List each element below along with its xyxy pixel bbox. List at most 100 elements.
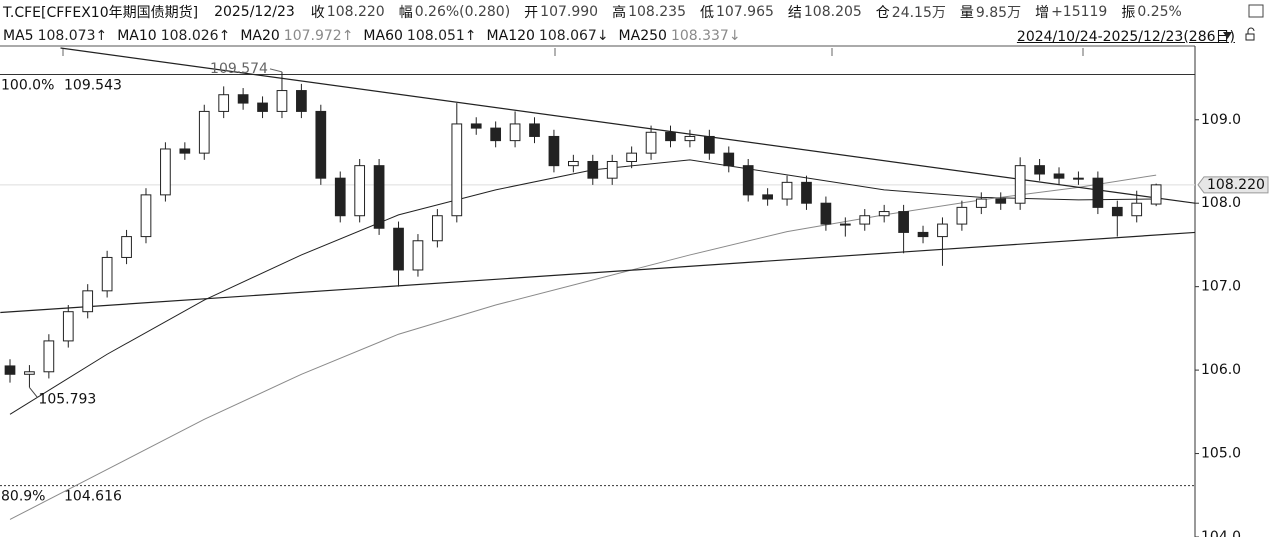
y-tick-label: 108.0 (1201, 195, 1241, 211)
ma-value: 108.051↑ (406, 28, 477, 44)
trendline (60, 47, 1196, 204)
trendline (0, 231, 1196, 314)
low-label: 105.793 (38, 391, 96, 407)
y-tick-label: 104.0 (1201, 529, 1241, 537)
field-label: 高 (612, 5, 627, 21)
candle-body (684, 135, 696, 142)
last-price-label: 108.220 (1207, 177, 1265, 193)
candle-body (548, 135, 560, 167)
ma-name: MA60 (363, 28, 403, 44)
candle-body (101, 256, 113, 292)
ma-name: MA10 (117, 28, 157, 44)
candle-body (432, 215, 443, 242)
candle-body (1150, 184, 1162, 205)
candle-body (1131, 202, 1143, 217)
ma-legend: MA5 108.073↑ MA10 108.026↑ MA20 107.972↑ MA60 1… (3, 26, 1269, 46)
candle-body (703, 135, 715, 154)
date-range[interactable]: 2024/10/24-2025/12/23(286日) (1016, 29, 1235, 45)
last-price-box (1197, 176, 1269, 194)
candle-body (470, 123, 482, 129)
field-label: 仓 (875, 5, 890, 21)
candle-body (62, 311, 74, 342)
candle-body (781, 181, 793, 200)
field-value: 9.85万 (975, 5, 1022, 21)
candle-body (140, 194, 152, 238)
field-label: 量 (959, 5, 974, 21)
candle-body (937, 223, 948, 238)
candle-body (1034, 165, 1045, 175)
candle-body (1111, 206, 1123, 217)
candle-body (82, 290, 94, 313)
candle-body (762, 194, 773, 200)
ma-name: MA20 (240, 28, 280, 44)
field-label: 结 (787, 5, 802, 21)
candle-body (917, 231, 929, 238)
candle-body (276, 90, 288, 112)
date: 2025/12/23 (214, 4, 295, 20)
candle-body (801, 181, 812, 204)
toolbar-icons[interactable] (1223, 4, 1264, 41)
y-tick-label: 107.0 (1201, 279, 1241, 295)
high-leader (269, 68, 283, 73)
field-label: 振 (1121, 5, 1136, 21)
low-leader (29, 387, 38, 398)
candle-body (218, 94, 230, 112)
candle-body (606, 160, 618, 179)
field-value: +15119 (1051, 4, 1108, 20)
ma-line (9, 159, 1157, 415)
candle-body (198, 110, 210, 154)
field-label: 低 (699, 5, 714, 21)
ma-value: 108.067↓ (538, 28, 609, 44)
candle-body (257, 102, 268, 112)
candle-body (1014, 165, 1026, 204)
candle-body (24, 371, 35, 375)
level-value: 109.543 (64, 77, 122, 93)
candle-body (975, 198, 987, 208)
candle-body (412, 240, 424, 271)
candle-body (393, 227, 404, 271)
candle-body (160, 148, 171, 196)
ma-value: 108.337↓ (670, 28, 741, 44)
candle-body (742, 165, 754, 196)
high-label: 109.574 (210, 61, 268, 77)
dropdown-icon[interactable] (1223, 32, 1232, 39)
candle-body (820, 202, 832, 225)
y-tick-label: 106.0 (1201, 362, 1241, 378)
candle-body (587, 160, 599, 179)
candle-body (995, 198, 1007, 204)
candle-body (898, 211, 909, 233)
wp-icon[interactable] (1248, 4, 1264, 18)
field-label: 收 (310, 5, 325, 21)
field-label: 开 (524, 5, 539, 21)
field-value: 0.25% (1137, 4, 1182, 20)
candle-body (956, 206, 968, 225)
candle-body (237, 94, 249, 104)
last-price-tag: 108.220 (1197, 176, 1269, 194)
candle-body (665, 131, 676, 142)
symbol: T.CFE[CFFEX10年期国债期货] (3, 5, 199, 21)
level-pct: 80.9% (1, 489, 45, 505)
candle-body (839, 223, 851, 226)
field-value: 24.15万 (891, 5, 946, 21)
quote-header: T.CFE[CFFEX10年期国债期货] 2025/12/23 收 108.220… (3, 2, 1269, 22)
field-label: 幅 (398, 5, 413, 21)
candle-body (4, 365, 16, 375)
field-value: 108.205 (803, 4, 862, 20)
candle-body (315, 110, 327, 179)
lock-icon[interactable] (1245, 33, 1255, 41)
field-label: 增 (1035, 5, 1050, 21)
candle-body (373, 165, 385, 229)
field-value: 107.965 (715, 4, 774, 20)
lock-shackle[interactable] (1247, 27, 1255, 34)
ma-line (9, 174, 1157, 520)
candle-body (296, 90, 307, 112)
candle-body (1092, 177, 1104, 208)
ma-value: 108.073↑ (37, 28, 108, 44)
candle-body (490, 127, 502, 142)
candle-body (859, 215, 871, 225)
candle-body (645, 131, 657, 154)
candle-body (121, 236, 132, 258)
y-tick-label: 109.0 (1201, 112, 1241, 128)
